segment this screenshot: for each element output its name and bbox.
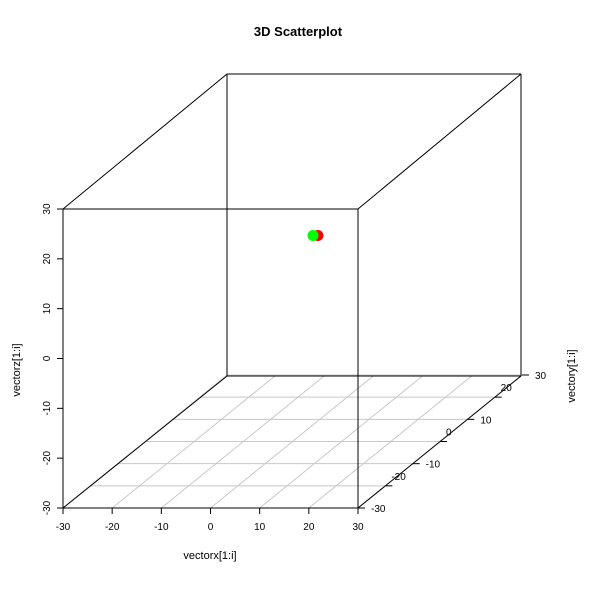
z-axis-label: vectorz[1:i] — [11, 343, 23, 396]
y-tick-label: -10 — [426, 460, 441, 471]
plot-box — [62, 73, 522, 509]
x-axis-label: vectorx[1:i] — [183, 550, 236, 562]
z-tick-label: 20 — [42, 253, 53, 265]
z-tick-label: 0 — [42, 355, 53, 361]
floor-grid — [62, 374, 523, 509]
x-tick-label: -30 — [56, 522, 71, 533]
z-tick-label: -30 — [42, 500, 53, 515]
z-axis: -30 -20 -10 0 10 20 30 — [42, 203, 63, 515]
box-top-left-depth-edge — [62, 73, 228, 210]
y-tick-label: -30 — [371, 504, 386, 515]
y-tick-label: 30 — [535, 371, 547, 382]
z-tick-label: -10 — [42, 401, 53, 416]
x-tick-label: -20 — [105, 522, 120, 533]
data-points — [307, 230, 324, 242]
chart-title: 3D Scatterplot — [254, 24, 343, 39]
y-tick-label: 20 — [501, 383, 513, 394]
y-tick-label: 0 — [446, 428, 452, 439]
x-tick-label: 0 — [208, 522, 214, 533]
y-tick-label: -20 — [391, 472, 406, 483]
x-tick-label: 20 — [303, 522, 315, 533]
x-tick-label: -10 — [154, 522, 169, 533]
z-tick-label: -20 — [42, 451, 53, 466]
z-tick-label: 10 — [42, 303, 53, 315]
data-point-1 — [307, 230, 319, 242]
box-top-right-depth-edge — [357, 73, 522, 210]
y-axis-label: vectory[1:i] — [566, 349, 578, 402]
y-axis: -30 -20 -10 0 10 20 30 — [358, 371, 547, 515]
box-bottom-left-depth-edge — [62, 375, 228, 509]
x-tick-label: 30 — [352, 522, 364, 533]
x-axis: -30 -20 -10 0 10 20 30 — [56, 508, 364, 533]
y-tick-label: 10 — [480, 415, 492, 426]
z-tick-label: 30 — [42, 203, 53, 215]
x-tick-label: 10 — [254, 522, 266, 533]
box-bottom-right-depth-edge — [357, 375, 522, 509]
